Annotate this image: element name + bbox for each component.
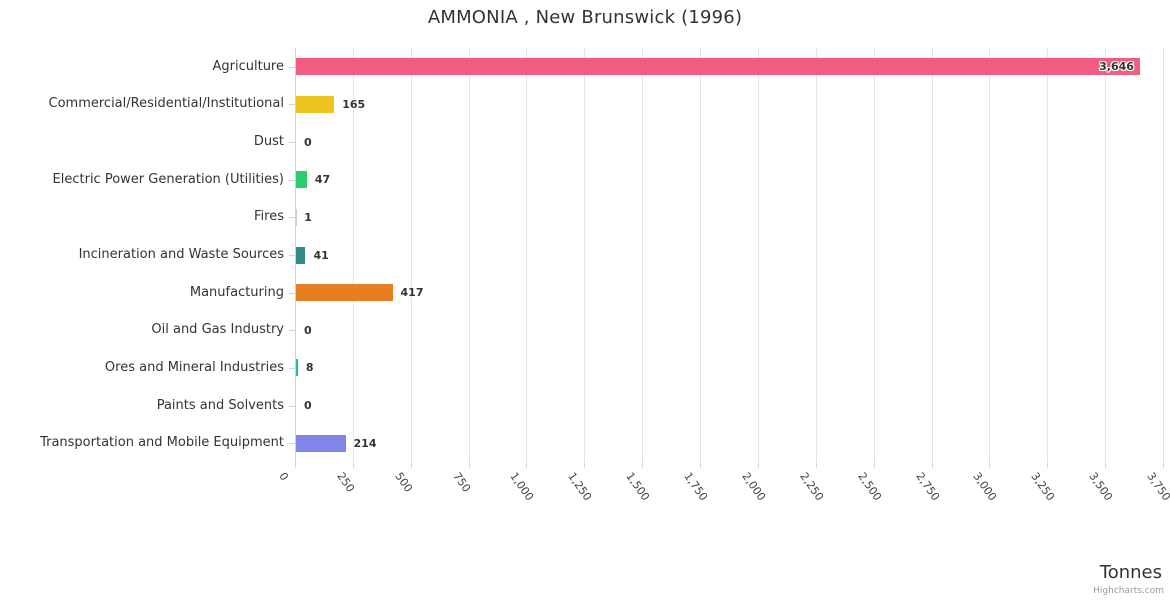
bar[interactable] xyxy=(296,58,1140,76)
category-axis-tick xyxy=(289,142,295,144)
x-tick-label: 2,500 xyxy=(855,470,884,504)
gridline xyxy=(700,48,702,462)
highcharts-credit-link[interactable]: Highcharts.com xyxy=(1093,586,1164,596)
x-tick-label: 3,750 xyxy=(1144,470,1170,504)
value-axis-tick xyxy=(815,462,817,468)
bar-value-label: 0 xyxy=(304,323,312,337)
x-tick-label: 3,500 xyxy=(1086,470,1116,504)
category-label: Oil and Gas Industry xyxy=(151,322,284,338)
gridline xyxy=(1105,48,1107,462)
value-axis-tick xyxy=(352,462,354,468)
bar[interactable] xyxy=(296,434,346,452)
gridline xyxy=(1163,48,1164,462)
value-axis-tick xyxy=(526,462,528,468)
value-axis-tick xyxy=(295,462,296,468)
x-tick-label: 750 xyxy=(449,470,473,495)
value-axis-tick xyxy=(989,462,991,468)
x-tick-label: 1,750 xyxy=(681,470,711,504)
value-axis-tick xyxy=(873,462,875,468)
value-axis-tick xyxy=(757,462,759,468)
x-tick-label: 1,000 xyxy=(507,470,537,504)
category-axis-tick xyxy=(289,66,295,68)
bar-value-label: 0 xyxy=(304,399,312,413)
x-tick-label: 2,250 xyxy=(797,470,826,504)
x-tick-label: 2,000 xyxy=(739,470,768,504)
x-tick-label: 3,000 xyxy=(970,470,1000,504)
gridline xyxy=(642,48,644,462)
bar-value-label: 8 xyxy=(305,361,314,375)
category-axis-tick xyxy=(289,443,295,445)
value-axis-tick xyxy=(931,462,933,468)
gridline xyxy=(757,48,759,462)
value-axis-tick xyxy=(1163,462,1164,468)
x-tick-label: 2,750 xyxy=(912,470,942,504)
bar-value-label: 41 xyxy=(313,248,329,262)
gridline xyxy=(410,48,412,462)
value-axis-tick xyxy=(468,462,470,468)
x-tick-label: 1,250 xyxy=(565,470,595,504)
category-axis-tick xyxy=(289,292,295,294)
bar[interactable] xyxy=(296,246,306,264)
value-axis-tick xyxy=(410,462,412,468)
value-axis-tick xyxy=(700,462,702,468)
gridline xyxy=(931,48,933,462)
x-tick-label: 1,500 xyxy=(623,470,653,504)
category-axis-tick xyxy=(289,330,295,332)
category-label: Dust xyxy=(253,134,284,150)
gridline xyxy=(526,48,528,462)
value-axis-tick xyxy=(1105,462,1107,468)
x-tick-label: 500 xyxy=(392,470,415,495)
category-axis-tick xyxy=(289,217,295,219)
value-axis-tick xyxy=(642,462,644,468)
bar-value-label: 214 xyxy=(353,436,377,450)
category-label: Incineration and Waste Sources xyxy=(78,247,284,262)
category-axis-line xyxy=(295,48,296,462)
gridline xyxy=(468,48,470,462)
gridline xyxy=(873,48,875,462)
category-label: Commercial/Residential/Institutional xyxy=(48,96,285,112)
gridline xyxy=(1047,48,1049,462)
bar-value-label: 47 xyxy=(314,173,331,187)
gridline xyxy=(989,48,991,462)
bar[interactable] xyxy=(296,359,298,377)
bar-value-label: 165 xyxy=(342,97,366,111)
category-axis-tick xyxy=(289,405,295,407)
category-label: Paints and Solvents xyxy=(156,397,284,413)
gridline xyxy=(584,48,586,462)
chart-title: AMMONIA , New Brunswick (1996) xyxy=(427,7,743,28)
value-axis-tick xyxy=(584,462,586,468)
gridline xyxy=(352,48,354,462)
bar-value-label: 1 xyxy=(304,210,312,224)
bar[interactable] xyxy=(296,171,307,189)
bar-value-label: 417 xyxy=(400,286,424,300)
bar[interactable] xyxy=(296,284,393,302)
category-axis-tick xyxy=(289,104,295,106)
category-label: Agriculture xyxy=(212,58,285,74)
category-label: Ores and Mineral Industries xyxy=(104,359,284,375)
value-axis-tick xyxy=(1047,462,1049,468)
category-axis-tick xyxy=(289,179,295,181)
bar-value-label: 3,646 xyxy=(1099,60,1134,74)
x-tick-label: 0 xyxy=(276,470,292,484)
category-axis-tick xyxy=(289,367,295,369)
plot-area: 3,646 165 0 47 1 41 417 0 8 0 214 xyxy=(289,48,1164,468)
category-label: Manufacturing xyxy=(189,284,284,300)
category-label: Transportation and Mobile Equipment xyxy=(40,435,284,451)
category-label: Electric Power Generation (Utilities) xyxy=(52,171,284,187)
bar-value-label: 0 xyxy=(304,135,312,149)
category-axis-tick xyxy=(289,255,295,256)
gridline xyxy=(815,48,817,462)
category-label: Fires xyxy=(254,209,284,225)
bar[interactable] xyxy=(296,95,335,113)
x-tick-label: 3,250 xyxy=(1028,470,1058,504)
value-axis-title: Tonnes xyxy=(1099,562,1162,583)
x-tick-label: 250 xyxy=(334,470,357,495)
